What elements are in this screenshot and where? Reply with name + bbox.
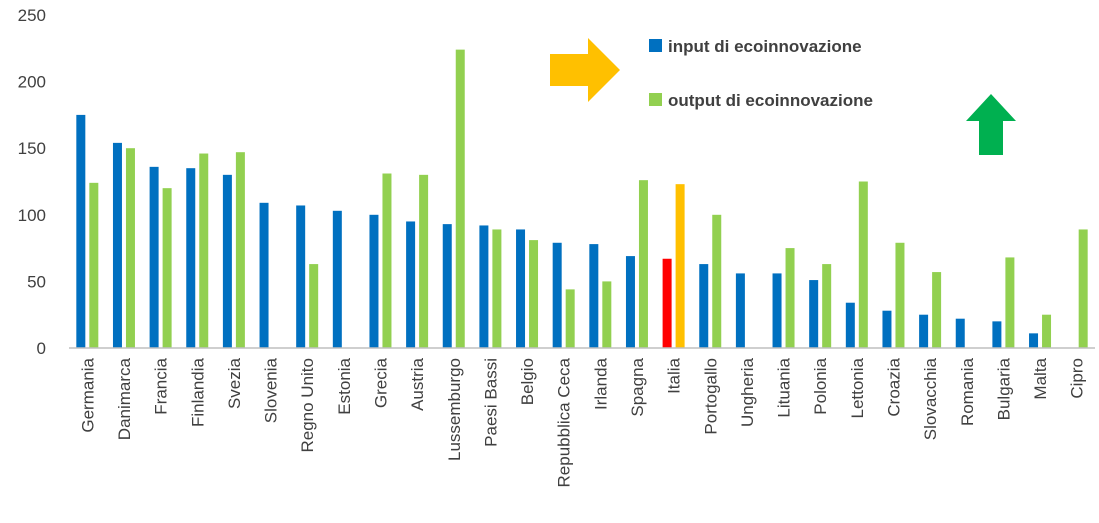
x-axis-ticks: Germania Danimarca Francia Finlandia Svezia S… [78,357,1086,487]
input-bar-romania [955,318,965,348]
input-bar-italia [662,258,672,348]
input-bar-slovenia [259,202,269,348]
x-tick-label: Spagna [628,357,647,416]
input-bar-lituania [772,273,782,348]
output-bar-grecia [382,173,392,348]
output-bar-francia [162,188,172,348]
x-tick-label: Slovenia [262,357,281,423]
output-bar-lettonia [858,181,868,348]
output-bar-austria [419,174,429,348]
x-tick-label: Austria [408,357,427,410]
output-bar-polonia [822,264,832,348]
output-bar-svezia [235,152,245,348]
input-bar-ungheria [735,273,745,348]
input-bar-svezia [222,174,232,348]
output-bar-slovacchia [932,272,942,348]
input-bar-slovacchia [919,314,929,348]
output-bar-spagna [638,180,648,348]
bars [76,49,1088,349]
input-bar-lussemburgo [442,224,452,348]
input-bar-repubblica-ceca [552,242,562,348]
output-bar-paesi-bassi [492,229,502,348]
x-tick-label: Bulgaria [994,357,1013,420]
x-tick-label: Italia [665,357,684,393]
x-tick-label: Lussemburgo [445,358,464,461]
output-bar-portogallo [712,214,722,348]
output-bar-italia [675,184,685,348]
input-bar-malta [1029,333,1039,348]
input-bar-austria [406,221,416,348]
input-bar-spagna [625,256,635,348]
x-tick-label: Danimarca [115,357,134,440]
x-tick-label: Germania [78,357,97,432]
x-tick-label: Romania [958,357,977,426]
x-tick-label: Paesi Bassi [481,358,500,447]
x-tick-label: Estonia [335,357,354,414]
legend: input di ecoinnovazione output di ecoinn… [649,37,873,110]
x-tick-label: Polonia [811,357,830,414]
x-tick-label: Francia [152,357,171,414]
legend-swatch-input [649,39,662,52]
x-tick-label: Regno Unito [298,358,317,453]
output-bar-germania [89,182,99,348]
legend-swatch-output [649,93,662,106]
right-arrow-icon [550,38,620,102]
input-bar-portogallo [699,264,709,348]
x-tick-label: Belgio [518,358,537,405]
output-bar-regno-unito [309,264,319,348]
output-bar-cipro [1078,229,1088,348]
output-bar-lituania [785,248,795,348]
x-tick-label: Lettonia [848,357,867,418]
output-bar-croazia [895,242,905,348]
x-tick-label: Irlanda [591,357,610,410]
output-bar-lussemburgo [455,49,465,349]
input-bar-irlanda [589,244,599,348]
y-tick-label: 250 [18,6,46,25]
input-bar-regno-unito [296,205,306,348]
x-tick-label: Cipro [1068,358,1087,399]
y-tick-label: 50 [27,272,46,291]
x-tick-label: Grecia [371,357,390,408]
input-bar-germania [76,114,86,349]
y-tick-label: 0 [37,339,46,358]
x-tick-label: Repubblica Ceca [555,357,574,487]
input-bar-croazia [882,310,892,348]
input-bar-belgio [516,229,526,348]
legend-label-input: input di ecoinnovazione [668,37,862,56]
output-bar-finlandia [199,153,209,348]
x-tick-label: Malta [1031,357,1050,399]
input-bar-estonia [332,210,342,348]
x-tick-label: Portogallo [701,358,720,435]
x-tick-label: Ungheria [738,357,757,427]
input-bar-polonia [809,280,819,348]
x-tick-label: Svezia [225,357,244,409]
legend-label-output: output di ecoinnovazione [668,91,873,110]
output-bar-irlanda [602,281,612,348]
output-bar-malta [1042,314,1052,348]
input-bar-paesi-bassi [479,225,489,348]
output-bar-danimarca [125,148,135,348]
up-arrow-icon [966,94,1016,155]
input-bar-grecia [369,214,379,348]
x-tick-label: Finlandia [188,357,207,427]
y-tick-label: 150 [18,139,46,158]
y-tick-label: 200 [18,73,46,92]
y-axis-ticks: 0 50 100 150 200 250 [18,6,46,358]
output-bar-belgio [529,240,539,348]
input-bar-francia [149,166,159,348]
x-tick-label: Croazia [884,357,903,416]
input-bar-danimarca [112,142,122,348]
input-bar-finlandia [186,168,196,348]
y-tick-label: 100 [18,206,46,225]
output-bar-repubblica-ceca [565,289,575,348]
x-tick-label: Slovacchia [921,357,940,440]
input-bar-bulgaria [992,321,1002,348]
x-tick-label: Lituania [775,357,794,417]
output-bar-bulgaria [1005,257,1015,348]
input-bar-lettonia [845,302,855,348]
